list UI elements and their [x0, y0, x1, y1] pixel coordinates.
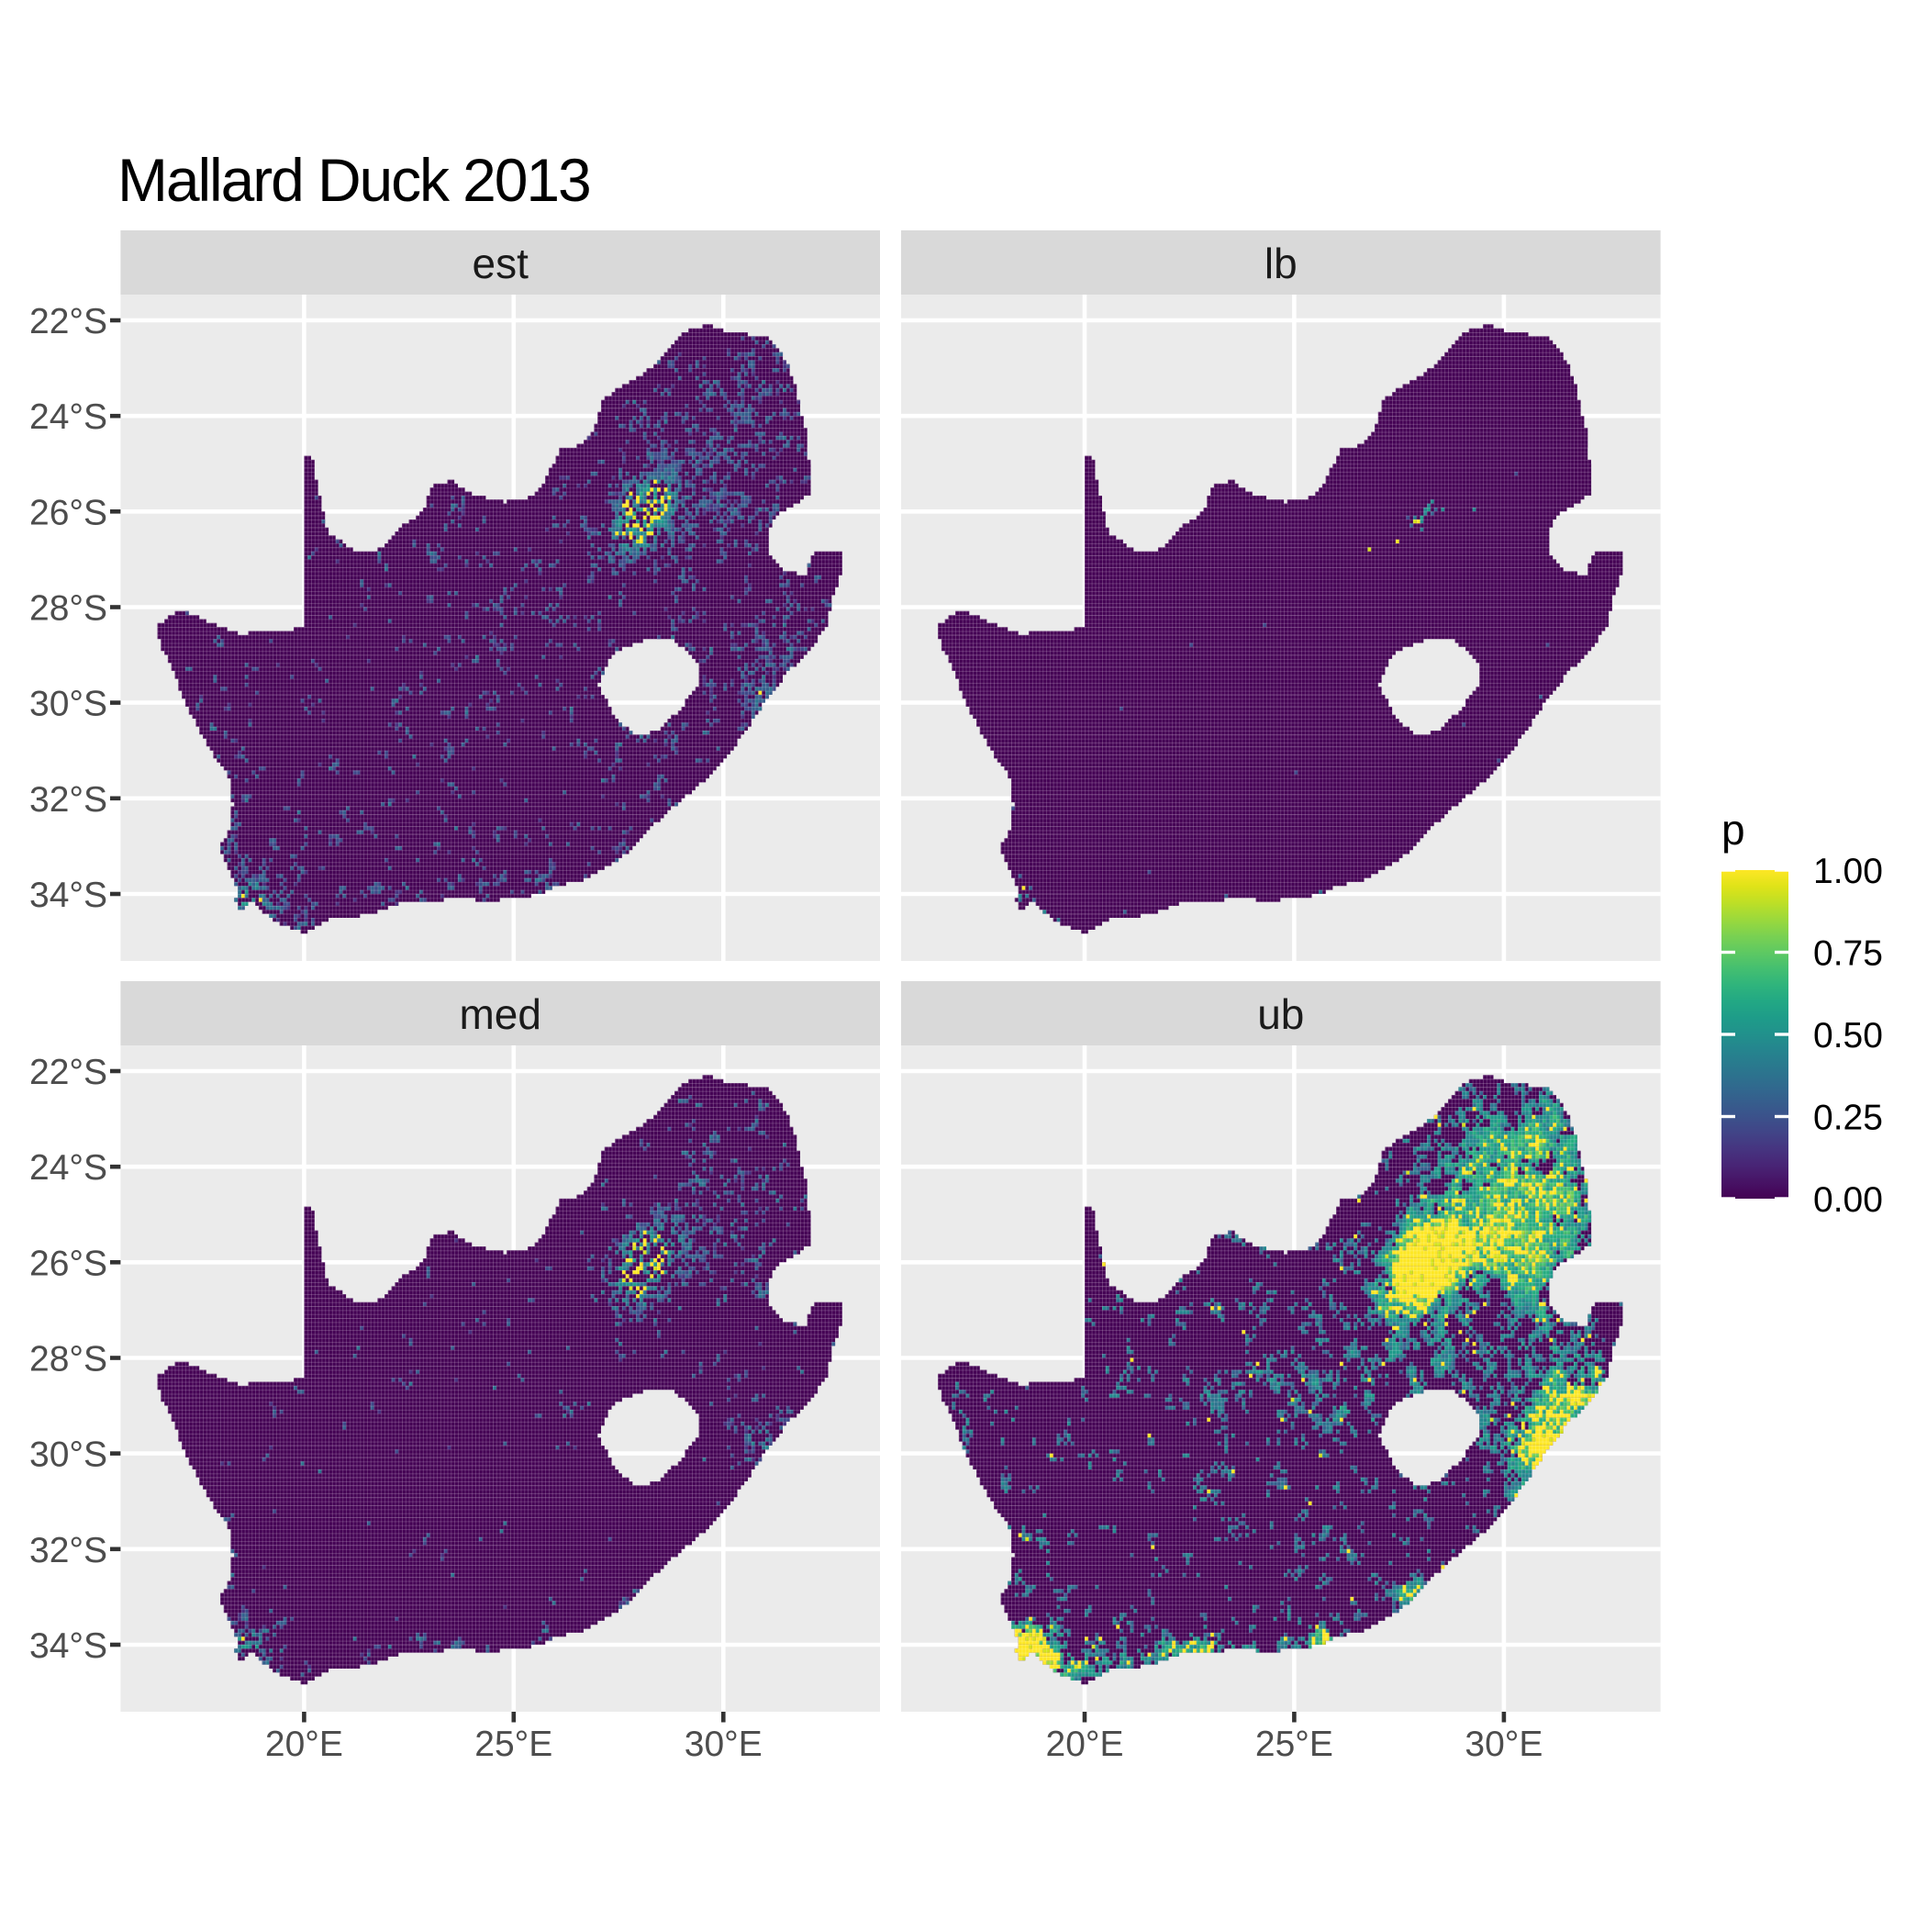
svg-text:34°S: 34°S [29, 1626, 107, 1666]
svg-text:ub: ub [1257, 990, 1304, 1038]
svg-text:22°S: 22°S [29, 302, 107, 341]
svg-text:30°S: 30°S [29, 1435, 107, 1475]
svg-text:32°S: 32°S [29, 1531, 107, 1570]
svg-text:24°S: 24°S [29, 1148, 107, 1188]
svg-text:0.50: 0.50 [1813, 1016, 1883, 1055]
svg-text:1.00: 1.00 [1813, 852, 1883, 891]
svg-text:22°S: 22°S [29, 1053, 107, 1092]
svg-text:25°E: 25°E [474, 1725, 552, 1764]
svg-text:0.00: 0.00 [1813, 1180, 1883, 1220]
svg-text:p: p [1721, 806, 1745, 854]
svg-text:28°S: 28°S [29, 1340, 107, 1379]
svg-text:0.25: 0.25 [1813, 1099, 1883, 1138]
svg-text:34°S: 34°S [29, 876, 107, 915]
svg-text:26°S: 26°S [29, 493, 107, 532]
svg-text:30°E: 30°E [685, 1725, 763, 1764]
svg-text:est: est [473, 240, 529, 287]
svg-text:30°S: 30°S [29, 685, 107, 724]
svg-text:24°S: 24°S [29, 397, 107, 437]
svg-text:0.75: 0.75 [1813, 934, 1883, 974]
svg-text:20°E: 20°E [265, 1725, 343, 1764]
svg-text:26°S: 26°S [29, 1244, 107, 1283]
svg-text:25°E: 25°E [1255, 1725, 1333, 1764]
svg-text:32°S: 32°S [29, 780, 107, 820]
svg-text:28°S: 28°S [29, 589, 107, 629]
svg-text:Mallard Duck 2013: Mallard Duck 2013 [117, 146, 590, 214]
svg-text:20°E: 20°E [1046, 1725, 1124, 1764]
svg-text:med: med [459, 990, 540, 1038]
svg-text:30°E: 30°E [1465, 1725, 1543, 1764]
svg-text:lb: lb [1264, 240, 1298, 287]
